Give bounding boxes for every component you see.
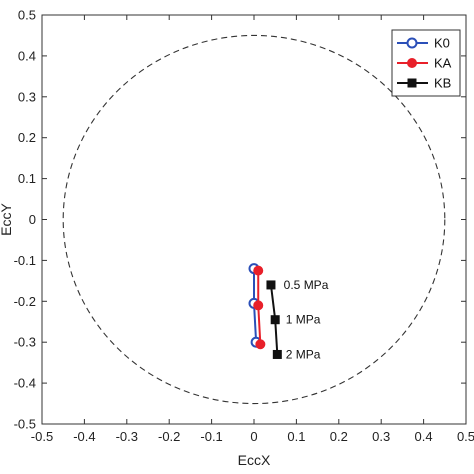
x-tick-label: -0.3 (116, 429, 138, 444)
series-ka (253, 265, 266, 350)
data-point-ka (253, 265, 264, 276)
x-tick-label: 0.2 (330, 429, 348, 444)
legend-label-kb: KB (434, 76, 451, 91)
y-tick-label: 0.3 (18, 89, 36, 104)
x-tick-label: -0.1 (200, 429, 222, 444)
x-tick-label: -0.4 (73, 429, 95, 444)
legend-label-k0: K0 (434, 36, 450, 51)
legend-label-ka: KA (434, 56, 452, 71)
y-tick-label: 0.1 (18, 171, 36, 186)
data-point-kb (270, 315, 280, 325)
x-tick-label: -0.2 (158, 429, 180, 444)
data-point-ka (255, 339, 266, 350)
x-axis-label: EccX (238, 452, 271, 468)
y-tick-label: 0 (29, 212, 36, 227)
data-point-kb (266, 280, 276, 290)
reference-circle-layer (62, 34, 446, 405)
y-tick-label: -0.2 (14, 294, 36, 309)
data-point-ka (253, 300, 264, 311)
pressure-annotation: 2 MPa (286, 347, 321, 361)
legend-marker-kb (407, 78, 417, 88)
legend-marker-k0 (406, 37, 418, 49)
x-tick-label: 0.4 (415, 429, 433, 444)
x-tick-label: -0.5 (31, 429, 53, 444)
y-tick-label: -0.5 (14, 417, 36, 432)
y-tick-label: -0.4 (14, 376, 36, 391)
y-axis-label: EccY (0, 203, 14, 236)
y-tick-label: 0.5 (18, 8, 36, 23)
y-tick-label: 0.2 (18, 130, 36, 145)
legend-marker-ka (407, 58, 417, 68)
y-tick-label: -0.3 (14, 335, 36, 350)
y-tick-label: 0.4 (18, 48, 36, 63)
legend: K0 KA KB (391, 29, 461, 97)
ticks-layer: -0.5 -0.4 -0.3 -0.2 -0.1 0 0.1 0.2 0.3 0.4 0.5 0.5 0… (14, 8, 474, 445)
x-tick-label: 0.1 (287, 429, 305, 444)
pressure-annotation: 1 MPa (286, 313, 321, 327)
data-point-kb (272, 349, 282, 359)
x-tick-label: 0.3 (372, 429, 390, 444)
series-layer (248, 263, 282, 359)
series-kb (266, 280, 282, 359)
y-tick-label: -0.1 (14, 253, 36, 268)
pressure-annotation: 0.5 MPa (284, 278, 329, 292)
x-tick-label: 0 (250, 429, 257, 444)
reference-circle (62, 34, 446, 405)
annotation-layer: 0.5 MPa 1 MPa 2 MPa (284, 278, 329, 362)
x-tick-label: 0.5 (457, 429, 474, 444)
